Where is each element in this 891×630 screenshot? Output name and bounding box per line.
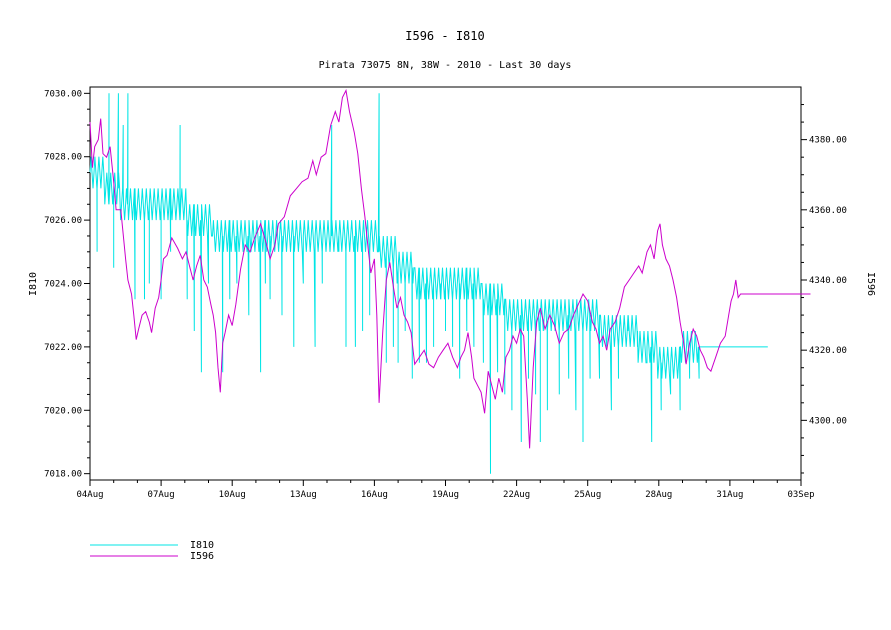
x-tick-label: 22Aug [503,490,530,500]
y-right-tick-label: 4320.00 [809,346,847,356]
y-left-tick-label: 7022.00 [44,343,82,353]
x-tick-label: 03Sep [787,490,814,500]
y-left-tick-label: 7026.00 [44,216,82,226]
y-left-tick-label: 7030.00 [44,89,82,99]
y-right-tick-label: 4340.00 [809,276,847,286]
x-tick-label: 07Aug [148,490,175,500]
x-tick-label: 16Aug [361,490,388,500]
y-left-tick-label: 7018.00 [44,470,82,480]
y-left-tick-label: 7028.00 [44,153,82,163]
chart-title: I596 - I810 [405,29,484,43]
x-tick-label: 10Aug [219,490,246,500]
y-axis-right-label: I596 [865,272,876,296]
x-tick-label: 28Aug [645,490,672,500]
y-right-tick-label: 4360.00 [809,206,847,216]
y-right-tick-label: 4380.00 [809,136,847,146]
legend: I810 I596 [90,540,214,562]
x-tick-label: 19Aug [432,490,459,500]
y-right-tick-label: 4300.00 [809,416,847,426]
series-line-i596 [89,88,811,449]
tick-layer: 04Aug 07Aug 10Aug 13Aug 16Aug 19Aug 22Aug 25Aug… [44,89,847,500]
y-left-tick-label: 7024.00 [44,280,82,290]
legend-label-i810: I810 [190,540,214,551]
legend-label-i596: I596 [190,551,214,562]
y-axis-left-label: I810 [28,272,39,296]
x-tick-label: 04Aug [76,490,103,500]
x-tick-label: 31Aug [716,490,743,500]
x-tick-label: 25Aug [574,490,601,500]
series-layer [89,88,811,474]
chart-subtitle: Pirata 73075 8N, 38W - 2010 - Last 30 da… [319,60,572,71]
x-tick-label: 13Aug [290,490,317,500]
y-left-tick-label: 7020.00 [44,406,82,416]
series-line-i810 [89,93,768,474]
